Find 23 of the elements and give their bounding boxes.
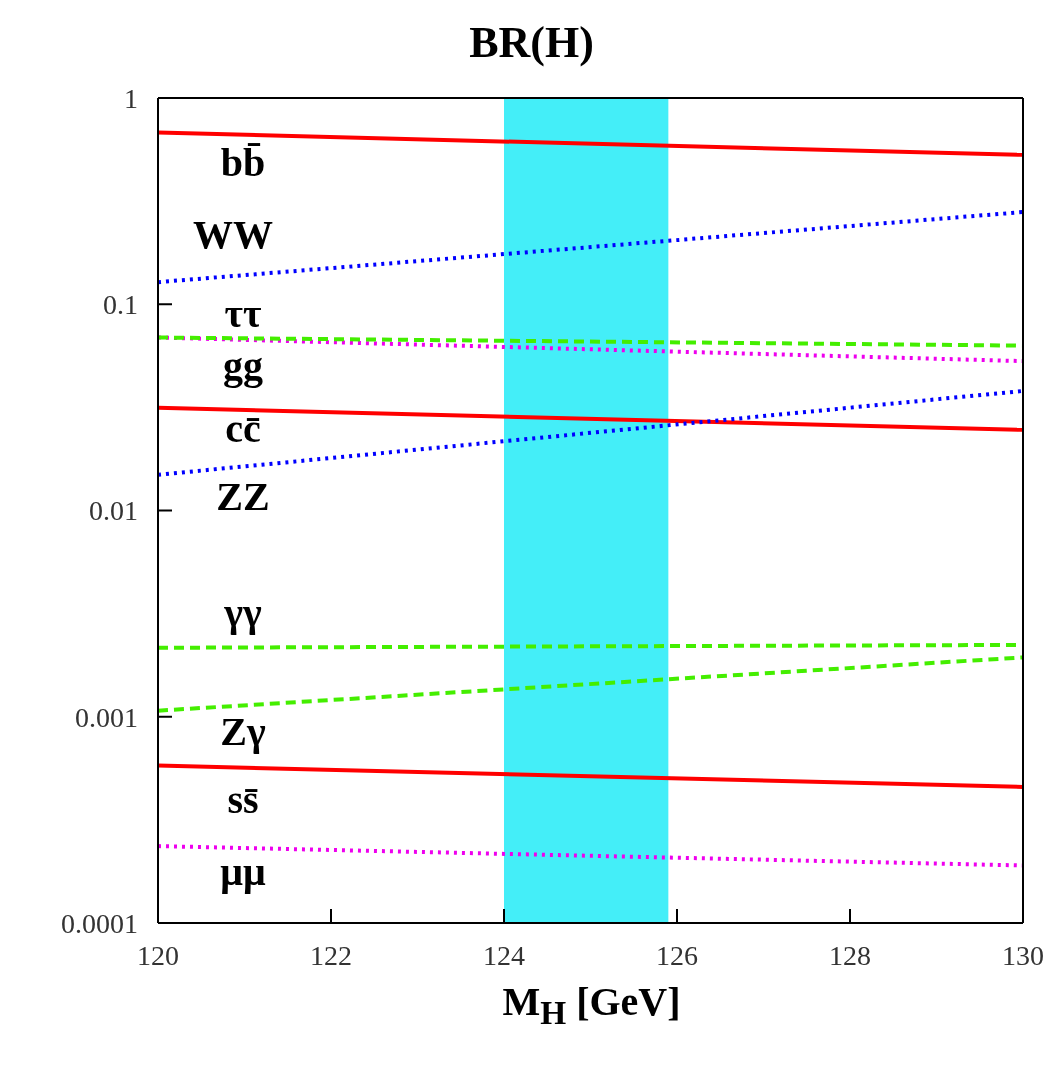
x-tick-label: 120 bbox=[137, 939, 179, 971]
annotation: μμ bbox=[220, 849, 266, 895]
annotation: Zγ bbox=[220, 708, 266, 754]
y-tick-label: 1 bbox=[124, 82, 138, 114]
annotation: WW bbox=[193, 212, 273, 258]
x-axis-title: M$_{H}$ [GeV] bbox=[501, 978, 682, 1032]
chart-title: BR(H) bbox=[468, 17, 595, 69]
x-tick-label: 126 bbox=[656, 939, 698, 971]
annotation: gg bbox=[223, 342, 263, 388]
annotation: ss̄ bbox=[227, 776, 259, 822]
y-tick-label: 0.1 bbox=[103, 289, 138, 321]
x-tick-label: 124 bbox=[483, 939, 525, 971]
y-tick-label: 0.0001 bbox=[61, 907, 138, 939]
annotation: bb̄ bbox=[220, 139, 266, 185]
x-tick-label: 130 bbox=[1002, 939, 1044, 971]
x-tick-label: 122 bbox=[310, 939, 352, 971]
annotation: ττ bbox=[224, 290, 262, 336]
annotation: cc̄ bbox=[225, 405, 261, 451]
y-tick-label: 0.001 bbox=[75, 701, 138, 733]
annotation: γγ bbox=[223, 589, 262, 635]
x-tick-label: 128 bbox=[829, 939, 871, 971]
y-tick-label: 0.01 bbox=[89, 495, 138, 527]
annotation: ZZ bbox=[216, 473, 270, 519]
